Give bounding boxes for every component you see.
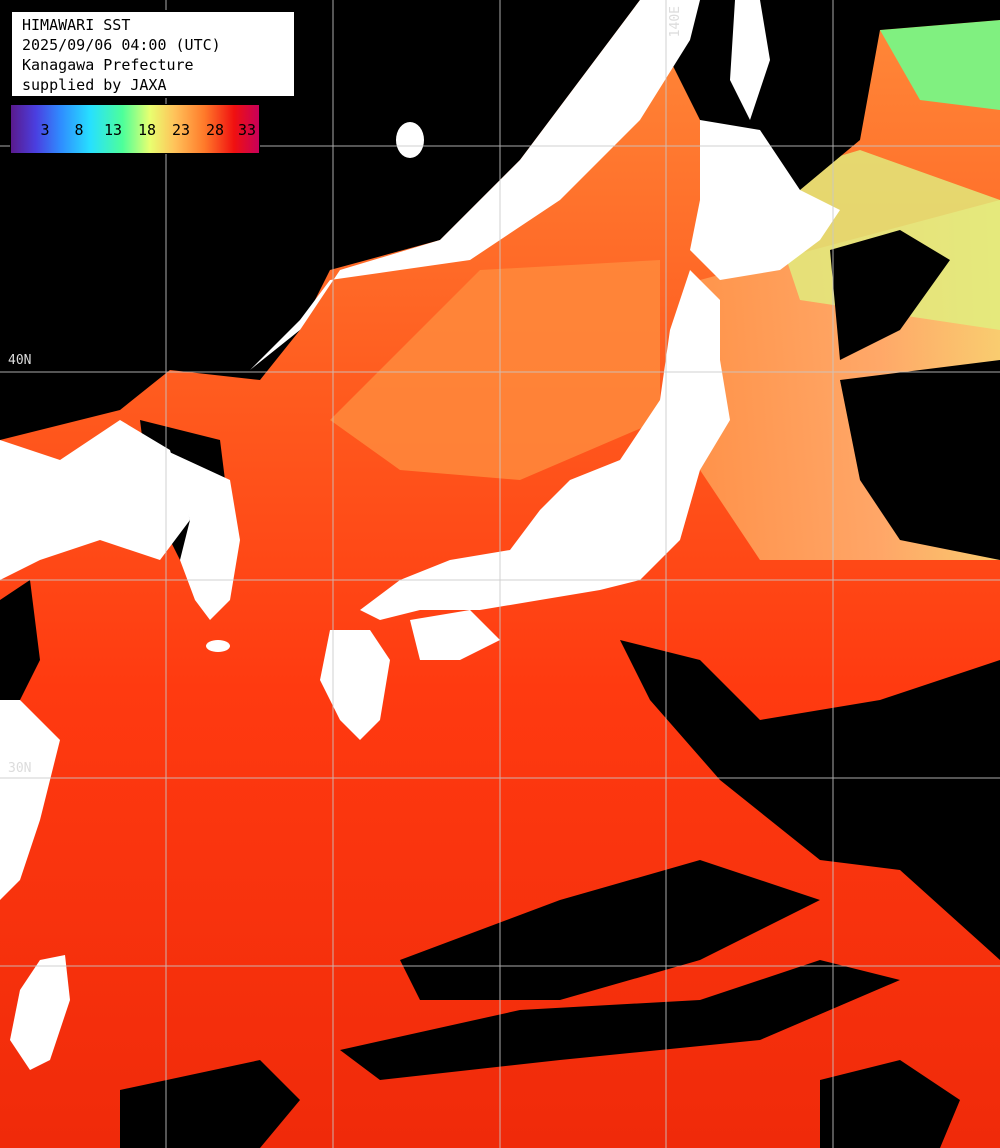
- legend-tick: 13: [103, 121, 123, 139]
- cloud-china-coast: [0, 580, 40, 700]
- lon-label-140e: 140E: [668, 6, 683, 38]
- land-jeju: [206, 640, 230, 652]
- cloud-south-west: [120, 1060, 300, 1148]
- title-product: HIMAWARI SST: [22, 16, 131, 34]
- land-taiwan: [10, 955, 70, 1070]
- land-russia-coast: [250, 0, 700, 370]
- legend-tick: 23: [171, 121, 191, 139]
- land-shikoku: [410, 610, 500, 660]
- land-ulleung-island: [396, 122, 424, 158]
- lat-label-40n: 40N: [8, 353, 32, 368]
- sea-of-japan-water: [330, 260, 660, 480]
- cloud-hokkaido-sea: [830, 230, 950, 360]
- legend-tick: 33: [237, 121, 257, 139]
- land-hokkaido: [690, 120, 840, 280]
- legend-tick: 18: [137, 121, 157, 139]
- land-china-south-coast: [0, 700, 60, 900]
- title-box: HIMAWARI SST 2025/09/06 04:00 (UTC) Kana…: [10, 10, 296, 98]
- land-sakhalin: [730, 0, 770, 120]
- cloud-band-south-2: [340, 960, 900, 1080]
- legend-tick: 3: [40, 121, 50, 139]
- land-china-mainland: [0, 420, 190, 580]
- legend-tick: 28: [205, 121, 225, 139]
- land-kyushu: [320, 630, 390, 740]
- cloud-south-east: [820, 1060, 960, 1148]
- legend-tick: 8: [74, 121, 84, 139]
- land-honshu: [360, 270, 730, 620]
- cloud-east-band: [840, 360, 1000, 560]
- land-korea: [165, 450, 240, 620]
- cloud-band-south: [400, 860, 820, 1000]
- title-region: Kanagawa Prefecture: [22, 56, 194, 74]
- cloud-pacific-central: [620, 640, 1000, 960]
- title-datetime: 2025/09/06 04:00 (UTC): [22, 36, 221, 54]
- title-supplier: supplied by JAXA: [22, 76, 167, 94]
- okhotsk-cool-water: [880, 20, 1000, 110]
- lat-label-30n: 30N: [8, 761, 32, 776]
- temperature-color-legend: 3 8 13 18 23 28 33: [10, 104, 260, 154]
